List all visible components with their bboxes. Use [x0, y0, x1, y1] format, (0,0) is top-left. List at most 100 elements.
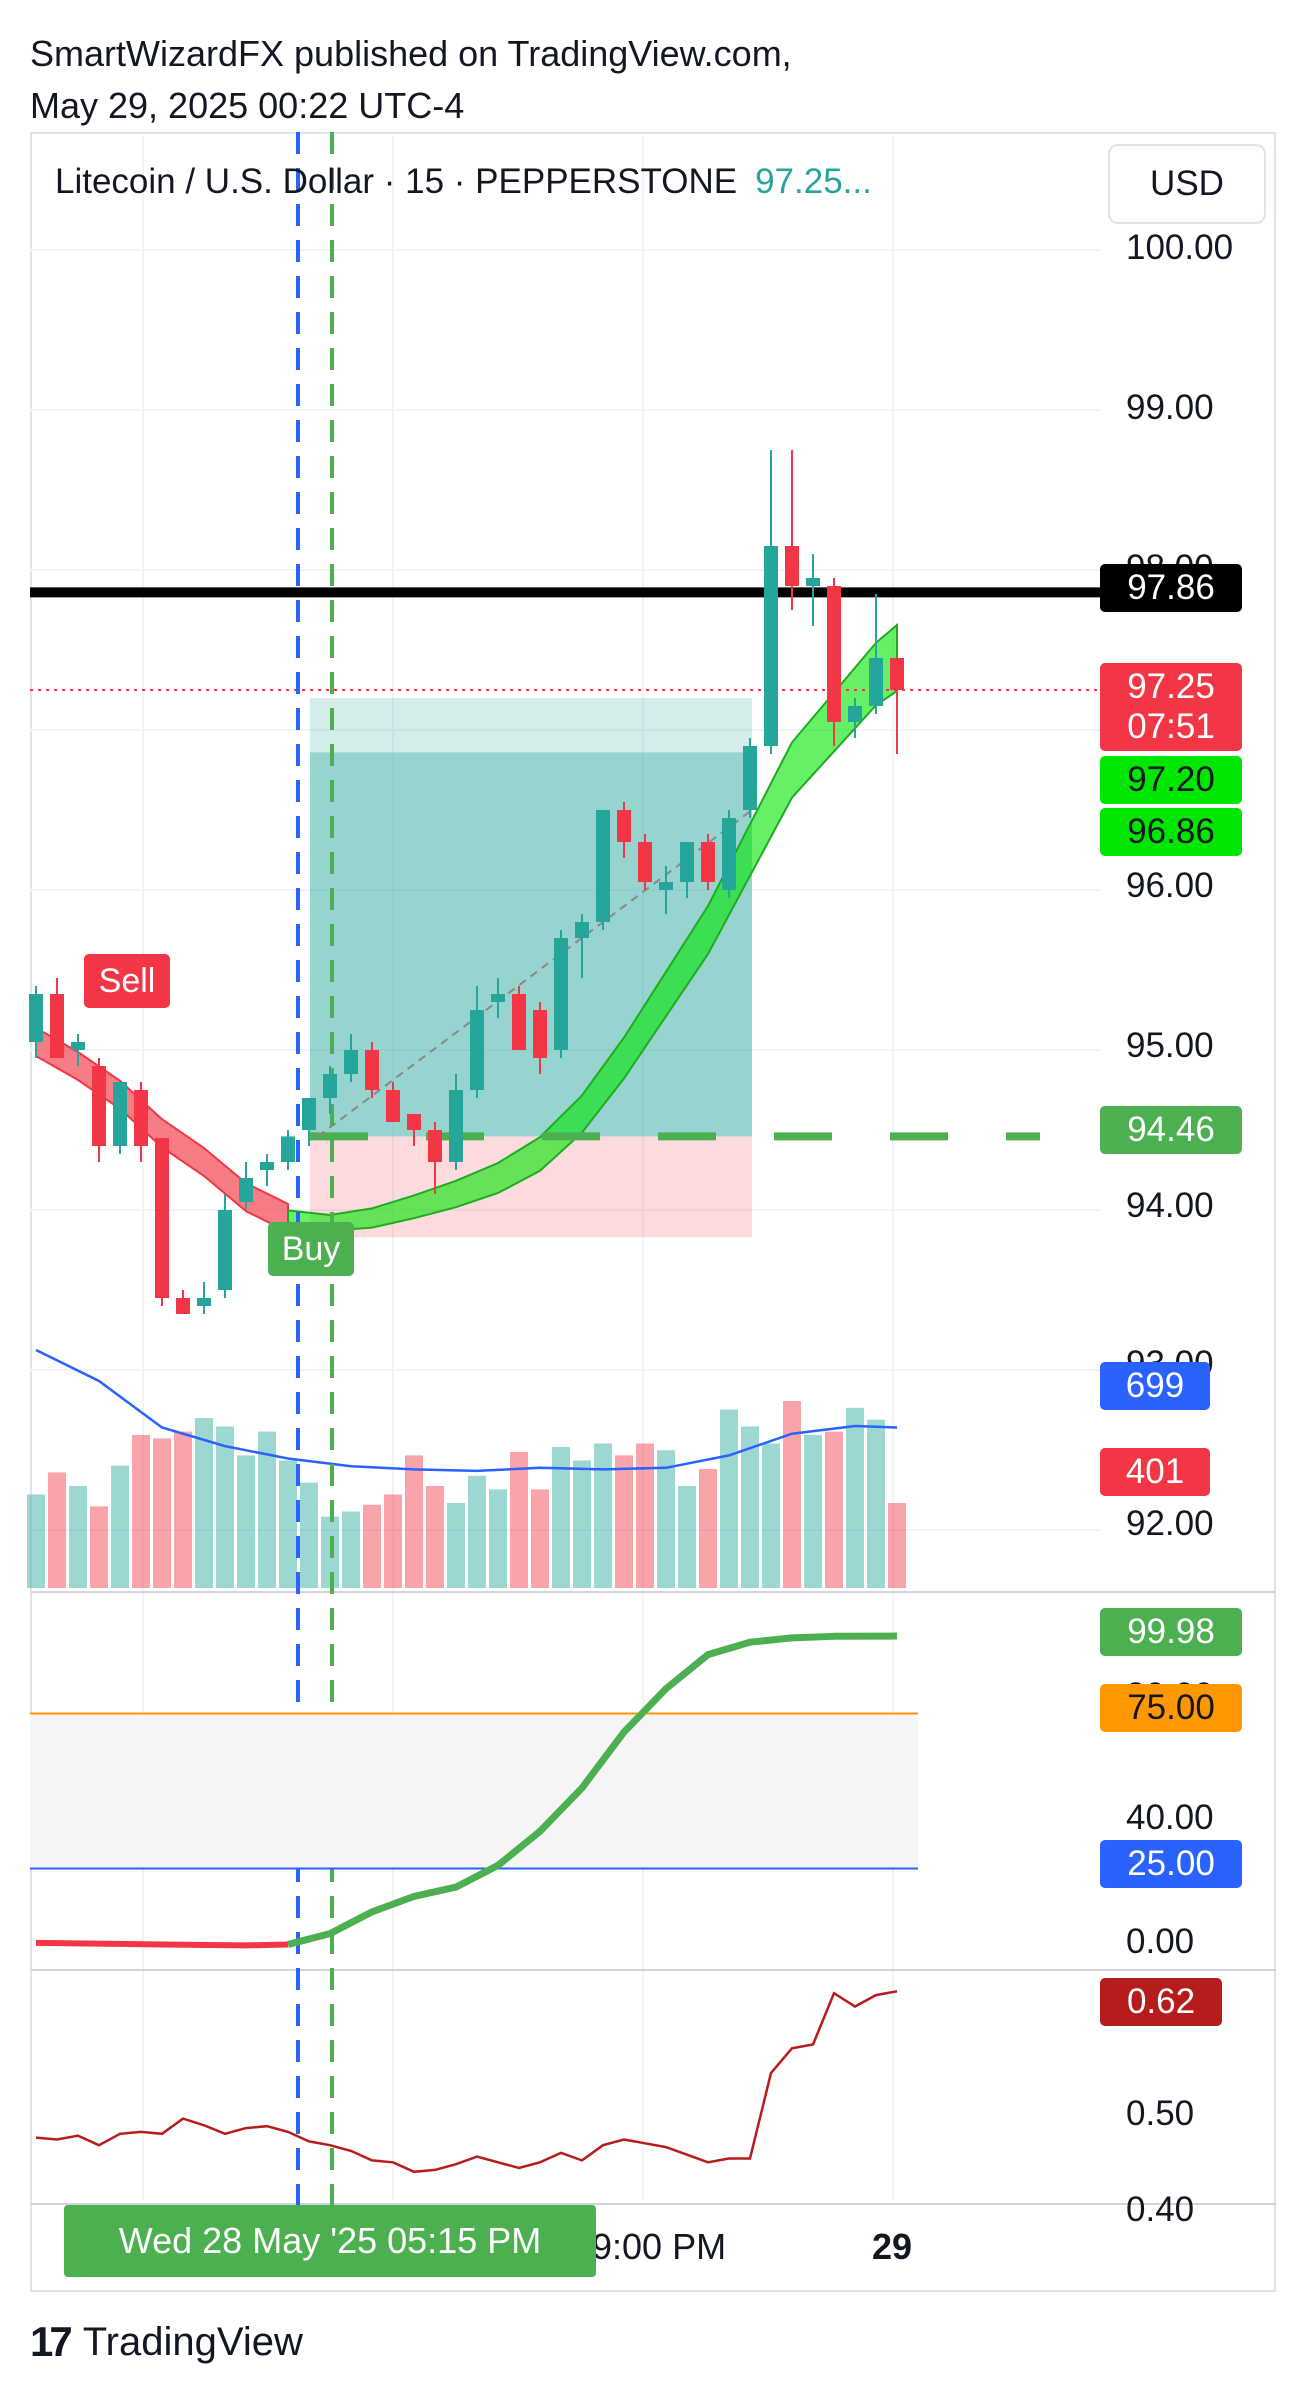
currency-button[interactable]: USD	[1108, 144, 1266, 224]
volume-bar	[594, 1443, 612, 1588]
publish-header: SmartWizardFX published on TradingView.c…	[30, 28, 792, 132]
candle-body	[680, 842, 694, 882]
candle-body	[806, 578, 820, 586]
candle-body	[848, 706, 862, 722]
volume-bar	[573, 1460, 591, 1588]
candle-body	[701, 842, 715, 882]
volume-bar	[258, 1431, 276, 1588]
volume-bar	[216, 1426, 234, 1588]
candle-body	[197, 1298, 211, 1306]
sell-signal: Sell	[84, 954, 170, 1008]
volume-bar	[447, 1503, 465, 1588]
volume-bar	[405, 1455, 423, 1588]
volume-average-line	[35, 1348, 898, 1473]
volume-bar	[699, 1469, 717, 1588]
candle-body	[218, 1210, 232, 1290]
take-profit-zone	[310, 752, 752, 1137]
price-tick: 92.00	[1126, 1504, 1214, 1543]
candle-body	[428, 1130, 442, 1162]
symbol-title[interactable]: Litecoin / U.S. Dollar · 15 · PEPPERSTON…	[55, 162, 872, 202]
price-tick: 99.00	[1126, 388, 1214, 427]
volume-bar	[552, 1446, 570, 1588]
candle-body	[554, 938, 568, 1050]
tradingview-logo-icon: 17	[30, 2318, 73, 2365]
volume-bar	[153, 1438, 171, 1588]
volume-bar	[825, 1431, 843, 1588]
volume-bar	[741, 1426, 759, 1588]
publish-date: May 29, 2025 00:22 UTC-4	[30, 85, 465, 126]
volume-bar	[132, 1435, 150, 1588]
crosshair-time-label: Wed 28 May '25 05:15 PM	[64, 2205, 596, 2277]
oscillator-upper-label: 75.00	[1100, 1684, 1242, 1732]
volume-last-label: 401	[1100, 1448, 1210, 1496]
bottom-pane	[35, 1990, 898, 2174]
band-upper-label: 97.20	[1100, 756, 1242, 804]
price-tick: 100.00	[1126, 228, 1234, 267]
symbol-name: Litecoin / U.S. Dollar · 15 · PEPPERSTON…	[55, 162, 738, 201]
symbol-last-price: 97.25...	[755, 162, 872, 201]
oscillator-tick: 0.00	[1126, 1922, 1195, 1961]
candle-body	[638, 842, 652, 882]
candle-body	[491, 994, 505, 1002]
price-tick: 95.00	[1126, 1026, 1214, 1065]
volume-bar	[468, 1475, 486, 1588]
candle-body	[71, 1042, 85, 1050]
candle-body	[344, 1050, 358, 1074]
candle-body	[743, 746, 757, 810]
candle-body	[512, 994, 526, 1050]
price-tick: 96.00	[1126, 866, 1214, 905]
volume-bar	[90, 1506, 108, 1588]
volume-bar	[69, 1486, 87, 1588]
candle-body	[533, 1010, 547, 1058]
volume-bar	[384, 1494, 402, 1588]
candle-body	[617, 810, 631, 842]
oscillator-pane	[30, 1632, 918, 1949]
volume-bar	[489, 1489, 507, 1588]
candle-body	[176, 1298, 190, 1314]
band-lower-label: 96.86	[1100, 808, 1242, 856]
volume-bar	[342, 1511, 360, 1588]
candle-body	[260, 1162, 274, 1170]
bottom-value-label: 0.62	[1100, 1978, 1222, 2026]
volume-bar	[762, 1443, 780, 1588]
candle-body	[113, 1082, 127, 1146]
bottom-tick: 0.40	[1126, 2190, 1195, 2229]
take-profit-zone-upper	[310, 698, 752, 1137]
volume-bar	[174, 1431, 192, 1588]
candle-body	[890, 658, 904, 690]
volume-bar	[615, 1455, 633, 1588]
candle-body	[470, 1010, 484, 1090]
volume-bar	[846, 1407, 864, 1588]
candle-body	[785, 546, 799, 586]
oscillator-tick: 40.00	[1126, 1798, 1214, 1837]
oscillator-line-bearish	[35, 1939, 289, 1949]
candle-body	[281, 1136, 295, 1162]
volume-bar	[426, 1486, 444, 1588]
candlesticks	[29, 450, 904, 1314]
candle-body	[407, 1114, 421, 1130]
volume-bar	[783, 1401, 801, 1588]
tradingview-brand: TradingView	[82, 2319, 303, 2364]
volume-bar	[678, 1486, 696, 1588]
candle-body	[92, 1066, 106, 1146]
volume-bar	[48, 1472, 66, 1588]
candle-body	[323, 1074, 337, 1098]
volume-bars	[27, 1348, 906, 1588]
volume-bar	[804, 1435, 822, 1588]
candle-body	[386, 1090, 400, 1122]
volume-bar	[888, 1503, 906, 1588]
last-price-value: 97.25	[1127, 667, 1215, 706]
chart-frame	[30, 132, 1276, 2292]
publisher-line: SmartWizardFX published on TradingView.c…	[30, 33, 792, 74]
candle-body	[764, 546, 778, 746]
tradingview-footer[interactable]: 17 TradingView	[30, 2318, 303, 2366]
candle-body	[50, 994, 64, 1058]
time-tick: 9:00 PM	[592, 2226, 727, 2267]
volume-bar	[111, 1465, 129, 1588]
last-price-label: 97.25 07:51	[1100, 663, 1242, 751]
volume-bar	[363, 1504, 381, 1588]
candle-body	[302, 1098, 316, 1130]
volume-bar	[531, 1489, 549, 1588]
bottom-indicator-line	[35, 1990, 898, 2174]
